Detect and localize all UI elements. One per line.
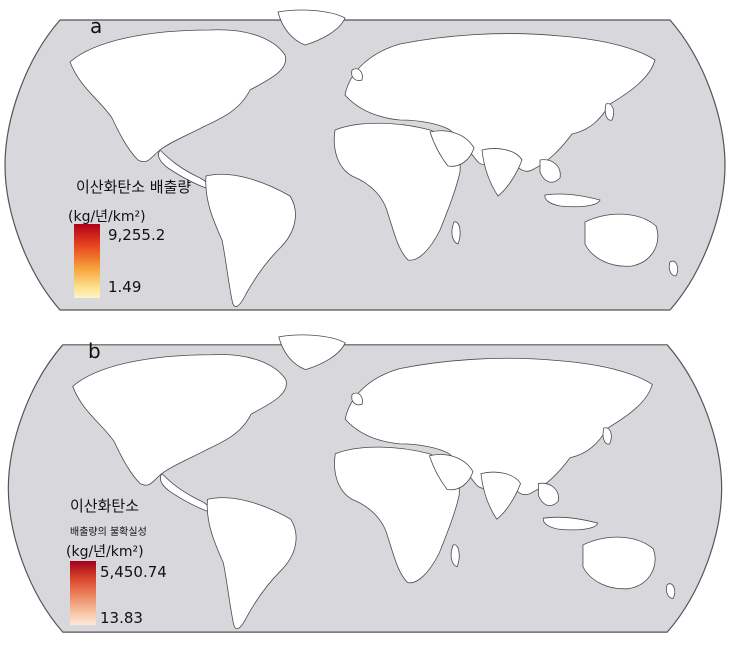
uncertainty-map [7,334,723,633]
panel-label: a [90,14,103,38]
legend-title: 이산화탄소 [70,497,140,515]
uncertainty-map-panel: b 이산화탄소 배출량의 불확실성 (kg/년/km²) 5,450.74 13… [0,325,730,647]
legend-subtitle: 배출량의 불확실성 [70,527,147,538]
panel-label: b [88,339,101,363]
legend-min-value: 1.49 [108,278,142,296]
color-scale-bar [74,224,100,298]
emissions-map-panel: a 이산화탄소 배출량 (kg/년/km²) 9,255.2 1.49 [4,9,726,311]
legend-title: 이산화탄소 배출량 [76,178,192,196]
legend-max-value: 9,255.2 [108,226,166,244]
legend-min-value: 13.83 [100,609,143,627]
legend-unit: (kg/년/km²) [68,209,146,225]
color-scale-bar [70,561,96,625]
legend-max-value: 5,450.74 [100,563,167,581]
legend-unit: (kg/년/km²) [66,544,144,560]
emissions-map [4,9,726,311]
